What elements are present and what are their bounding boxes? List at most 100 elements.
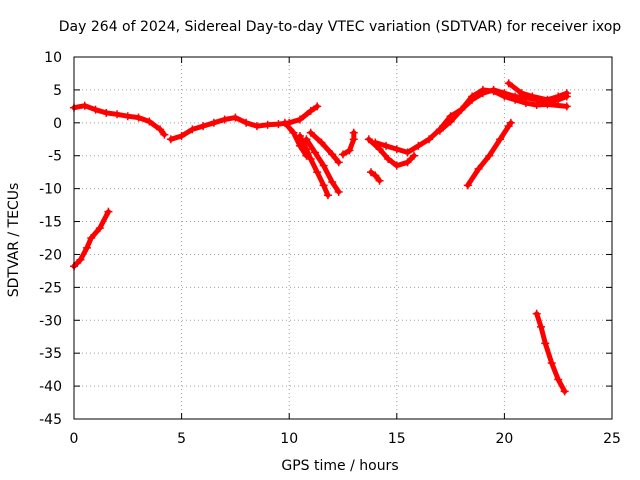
data-point-arc-12 — [446, 117, 455, 126]
data-point-arc-1 — [145, 117, 154, 126]
data-point-arc-9 — [366, 168, 375, 177]
y-axis-label: SDTVAR / TECUs — [6, 183, 22, 298]
data-point-arc-12 — [435, 126, 444, 135]
data-point-arc-5 — [295, 131, 304, 140]
data-point-arc-2 — [82, 243, 91, 252]
data-point-arc-8 — [339, 150, 347, 159]
data-point-arc-9 — [375, 176, 384, 185]
data-point-arc-2 — [87, 234, 96, 242]
data-point-arc-1 — [123, 112, 132, 121]
data-point-arc-15 — [547, 359, 556, 368]
data-point-arc-5 — [302, 145, 311, 154]
data-series-layer — [70, 79, 571, 396]
x-tick-label: 0 — [70, 431, 79, 447]
y-tick-label: -20 — [39, 247, 62, 263]
y-tick-label: -10 — [39, 182, 62, 198]
data-point-arc-6 — [334, 187, 343, 196]
data-point-arc-5 — [306, 155, 315, 164]
data-point-arc-3 — [313, 102, 322, 111]
data-point-arc-14 — [528, 92, 537, 101]
data-point-arc-15 — [536, 322, 545, 331]
data-point-arc-10 — [410, 151, 419, 160]
y-tick-label: -30 — [39, 313, 62, 329]
data-point-arc-10 — [392, 161, 401, 170]
y-tick-labels: 10 5 0 -5 -10 -15 -20 -25 -30 -35 -40 -45 — [39, 50, 62, 428]
data-point-arc-13 — [496, 135, 505, 144]
data-point-arc-4 — [289, 128, 298, 137]
data-point-arc-13 — [463, 181, 472, 190]
data-point-arc-7 — [306, 128, 315, 137]
x-tick-labels: 0 5 10 15 20 25 — [70, 431, 621, 447]
x-axis-label: GPS time / hours — [281, 458, 398, 474]
data-point-arc-1 — [80, 101, 89, 110]
data-point-arc-7 — [334, 158, 343, 167]
y-tick-label: -15 — [39, 215, 62, 231]
data-point-arc-13 — [506, 118, 515, 127]
data-point-arc-3 — [199, 122, 208, 131]
data-point-arc-7 — [317, 138, 326, 147]
data-point-arc-12 — [478, 85, 487, 94]
data-point-arc-10 — [384, 155, 393, 164]
data-point-arc-5 — [323, 191, 332, 200]
data-point-arc-5 — [313, 168, 322, 177]
data-point-arc-3 — [231, 113, 240, 122]
data-point-arc-14 — [554, 92, 563, 101]
data-point-arc-12 — [511, 95, 520, 104]
data-point-arc-5 — [319, 181, 328, 190]
data-point-arc-6 — [302, 135, 311, 144]
data-point-arc-14 — [504, 79, 513, 88]
x-tick-label: 5 — [177, 431, 186, 447]
data-point-arc-9 — [371, 171, 380, 180]
data-point-arc-3 — [252, 122, 261, 131]
data-point-arc-14 — [562, 89, 571, 98]
data-point-arc-11 — [403, 148, 412, 157]
data-point-arc-6 — [328, 178, 337, 187]
data-point-arc-1 — [160, 130, 169, 139]
data-point-arc-12 — [489, 87, 498, 96]
data-point-arc-10 — [364, 135, 373, 144]
data-point-arc-12 — [532, 101, 541, 110]
data-point-arc-6 — [319, 161, 328, 170]
data-point-arc-13 — [474, 164, 483, 173]
data-point-arc-2 — [104, 207, 113, 216]
data-point-arc-11 — [392, 145, 401, 154]
data-point-arc-1 — [102, 108, 111, 117]
data-point-arc-11 — [382, 141, 391, 150]
data-point-arc-11 — [371, 138, 380, 147]
x-tick-label: 10 — [280, 431, 298, 447]
data-point-arc-1 — [113, 110, 122, 119]
data-point-arc-15 — [532, 309, 541, 318]
chart-title: Day 264 of 2024, Sidereal Day-to-day VTE… — [59, 19, 622, 35]
data-point-arc-14 — [517, 89, 526, 98]
data-point-arc-2 — [76, 255, 85, 264]
data-point-arc-1 — [134, 113, 143, 122]
data-point-arc-12 — [500, 92, 509, 101]
data-point-arc-11 — [414, 141, 423, 150]
x-tick-label: 15 — [388, 431, 406, 447]
data-point-arc-12 — [521, 99, 530, 108]
y-tick-label: 5 — [53, 83, 62, 99]
y-tick-label: -45 — [39, 412, 62, 428]
data-point-arc-1 — [91, 105, 100, 114]
data-point-arc-12 — [457, 105, 466, 114]
series-arc-2 — [71, 209, 111, 269]
y-tick-label: -35 — [39, 346, 62, 362]
plot-frame — [73, 56, 613, 420]
data-point-arc-2 — [95, 224, 104, 233]
y-tick-label: 0 — [53, 116, 62, 132]
data-point-arc-3 — [220, 115, 229, 124]
data-point-arc-6 — [311, 148, 320, 157]
data-point-arc-3 — [306, 106, 315, 115]
data-point-arc-15 — [560, 387, 569, 396]
data-point-arc-3 — [166, 135, 175, 144]
data-point-arc-3 — [274, 120, 283, 129]
series-arc-4 — [282, 120, 309, 159]
y-tick-label: -25 — [39, 280, 62, 296]
data-point-arc-10 — [403, 158, 412, 167]
data-point-arc-3 — [242, 118, 251, 127]
y-tick-label: 10 — [44, 50, 62, 66]
data-point-arc-11 — [425, 135, 434, 144]
data-point-arc-3 — [263, 120, 272, 129]
